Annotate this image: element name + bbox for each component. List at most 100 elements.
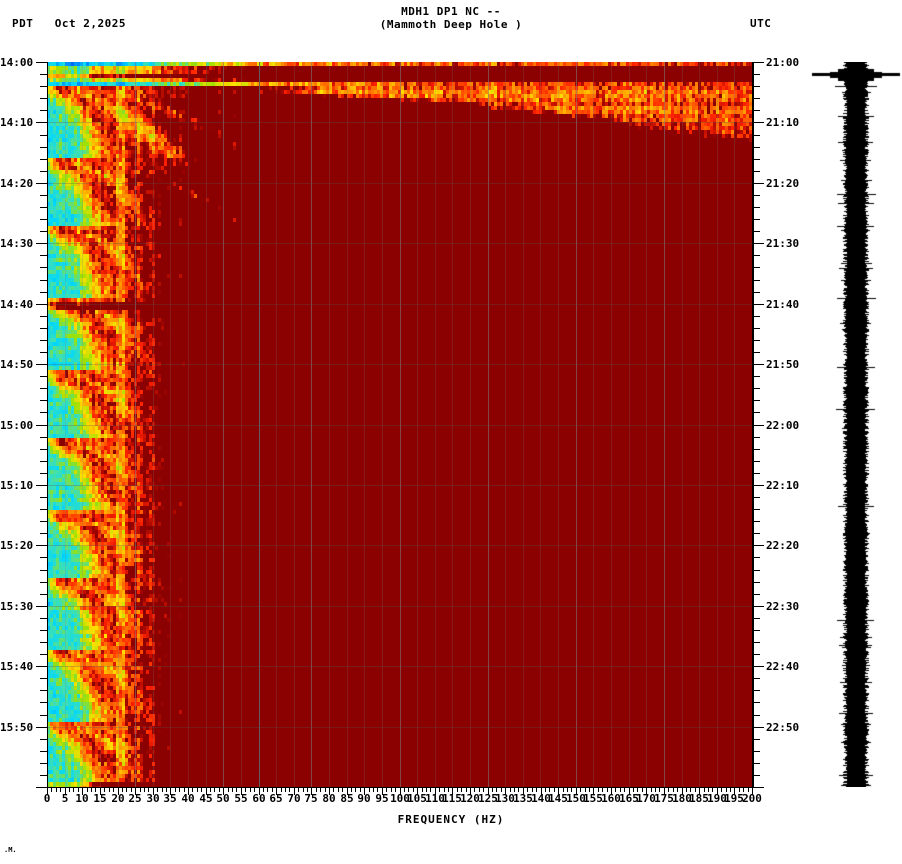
axis-tick [347, 788, 348, 792]
axis-tick [598, 788, 599, 792]
frequency-label-135: 135 [513, 792, 533, 805]
axis-tick [175, 788, 176, 792]
axis-tick [752, 521, 760, 522]
frequency-label-80: 80 [322, 792, 336, 805]
axis-tick [541, 788, 542, 792]
axis-tick [259, 788, 260, 792]
frequency-label-130: 130 [495, 792, 515, 805]
spectrogram-heatmap[interactable] [47, 62, 752, 787]
axis-tick [285, 788, 286, 792]
axis-tick [219, 788, 220, 792]
axis-tick [752, 715, 760, 716]
frequency-label-45: 45 [199, 792, 213, 805]
axis-tick [752, 62, 753, 787]
time-label-utc-0: 21:00 [766, 56, 800, 69]
axis-tick [210, 788, 211, 792]
axis-tick [153, 788, 154, 792]
time-label-pdt-7: 15:10 [0, 479, 34, 492]
axis-tick [40, 219, 48, 220]
axis-tick [36, 727, 48, 728]
frequency-label-5: 5 [61, 792, 69, 805]
axis-tick [228, 788, 229, 792]
spectrogram-plot[interactable] [47, 62, 752, 787]
axis-tick [752, 98, 760, 99]
axis-tick [311, 788, 312, 792]
time-label-pdt-5: 14:50 [0, 358, 34, 371]
frequency-label-180: 180 [672, 792, 692, 805]
axis-tick [752, 437, 760, 438]
axis-tick [188, 788, 189, 792]
axis-tick [40, 195, 48, 196]
axis-tick [752, 316, 760, 317]
axis-tick [461, 788, 462, 792]
axis-tick [395, 788, 396, 792]
axis-tick [743, 788, 744, 792]
time-label-utc-6: 22:00 [766, 419, 800, 432]
axis-tick [40, 570, 48, 571]
axis-tick [704, 788, 705, 792]
axis-tick [373, 788, 374, 792]
time-label-pdt-8: 15:20 [0, 539, 34, 552]
axis-tick [36, 122, 48, 123]
axis-tick [448, 788, 449, 792]
axis-tick [748, 788, 749, 792]
axis-tick [40, 582, 48, 583]
axis-tick [192, 788, 193, 792]
axis-tick [659, 788, 660, 792]
frequency-label-155: 155 [583, 792, 603, 805]
axis-tick [40, 400, 48, 401]
axis-tick [452, 788, 453, 792]
axis-tick [624, 788, 625, 792]
axis-tick [267, 788, 268, 792]
axis-tick [712, 788, 713, 792]
frequency-label-50: 50 [216, 792, 230, 805]
time-label-utc-10: 22:40 [766, 660, 800, 673]
seismogram-trace-panel[interactable] [810, 62, 902, 787]
axis-tick [518, 788, 519, 792]
axis-tick [404, 788, 405, 792]
axis-tick [236, 788, 237, 792]
axis-tick [40, 678, 48, 679]
frequency-label-165: 165 [619, 792, 639, 805]
axis-tick [289, 788, 290, 792]
axis-tick [752, 412, 760, 413]
axis-tick [752, 654, 760, 655]
frequency-label-145: 145 [548, 792, 568, 805]
frequency-label-185: 185 [689, 792, 709, 805]
axis-tick [580, 788, 581, 792]
axis-tick [708, 788, 709, 792]
axis-tick [413, 788, 414, 792]
axis-tick [752, 340, 760, 341]
axis-tick [162, 788, 163, 792]
axis-tick [514, 788, 515, 792]
axis-tick [752, 570, 760, 571]
axis-tick [545, 788, 546, 792]
time-label-utc-3: 21:30 [766, 237, 800, 250]
axis-tick [298, 788, 299, 792]
axis-tick [510, 788, 511, 792]
time-label-pdt-11: 15:50 [0, 721, 34, 734]
axis-tick [179, 788, 180, 792]
axis-tick [752, 292, 760, 293]
axis-tick [752, 582, 760, 583]
axis-tick [466, 788, 467, 792]
axis-tick [40, 594, 48, 595]
axis-tick [752, 147, 760, 148]
axis-tick [241, 788, 242, 792]
axis-tick [752, 606, 764, 607]
frequency-label-85: 85 [340, 792, 354, 805]
frequency-label-55: 55 [234, 792, 248, 805]
frequency-label-105: 105 [407, 792, 427, 805]
frequency-label-25: 25 [128, 792, 142, 805]
axis-tick [60, 788, 61, 792]
axis-tick [364, 788, 365, 792]
time-label-utc-4: 21:40 [766, 298, 800, 311]
axis-tick [170, 788, 171, 792]
frequency-label-195: 195 [724, 792, 744, 805]
axis-tick [752, 159, 760, 160]
axis-tick [382, 788, 383, 792]
axis-tick [40, 352, 48, 353]
axis-tick [40, 292, 48, 293]
axis-tick [752, 110, 760, 111]
axis-tick [752, 62, 764, 63]
